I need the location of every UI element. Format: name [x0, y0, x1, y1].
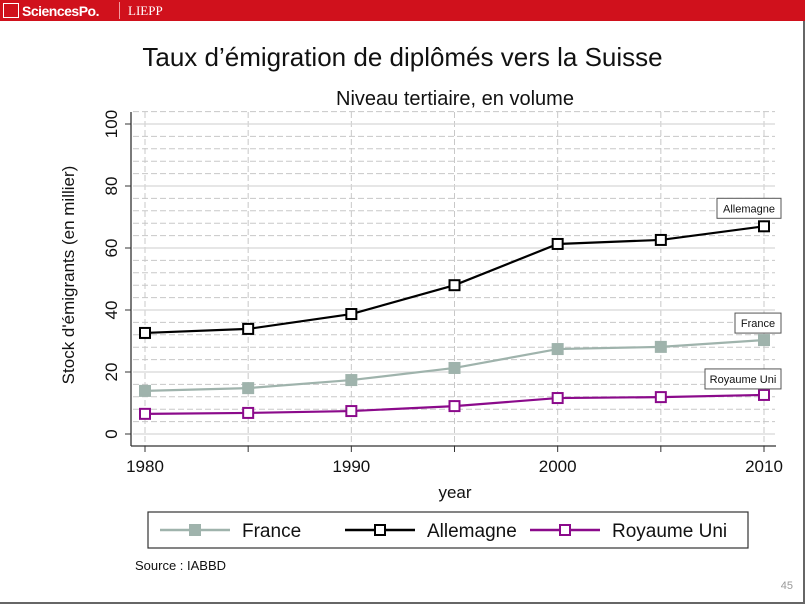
legend-marker: [189, 524, 201, 536]
brand-name: SciencesPo.: [22, 2, 100, 19]
data-point: [551, 237, 564, 250]
y-axis-label: Stock d'émigrants (en millier): [59, 166, 78, 385]
y-tick-label: 0: [102, 429, 121, 438]
data-point: [654, 340, 667, 353]
legend-item: Allemagne: [345, 521, 517, 542]
x-tick-label: 1980: [126, 457, 164, 476]
data-point: [758, 220, 770, 233]
slide-border-bottom: [0, 602, 805, 604]
data-point: [448, 400, 461, 413]
data-point: [139, 407, 151, 420]
end-label-box: [704, 368, 782, 390]
header-bar: SciencesPo. LIEPP: [0, 0, 805, 21]
legend-marker: [559, 524, 571, 536]
data-point: [551, 392, 564, 405]
y-tick-label: 20: [102, 363, 121, 382]
data-point: [654, 233, 667, 246]
data-point: [242, 406, 255, 419]
legend-item: France: [160, 521, 301, 542]
header-divider: [119, 2, 120, 19]
x-tick-label: 2010: [745, 457, 783, 476]
end-label-box: [734, 312, 782, 334]
logo-mark-icon: [3, 3, 19, 18]
data-point: [654, 391, 667, 404]
x-axis-label: year: [438, 483, 471, 502]
sciencespo-logo: SciencesPo.: [3, 2, 100, 19]
slide-border-right: [803, 21, 805, 604]
series-royaume-uni: Royaume Uni: [139, 368, 782, 420]
x-tick-label: 2000: [539, 457, 577, 476]
data-point: [242, 382, 255, 395]
legend-label: Royaume Uni: [612, 521, 727, 542]
page-number: 45: [780, 580, 793, 592]
data-point: [758, 334, 770, 347]
end-label: Royaume Uni: [710, 374, 777, 386]
end-label: Allemagne: [723, 203, 775, 215]
slide-title: Taux d’émigration de diplômés vers la Su…: [142, 42, 663, 72]
legend-marker: [374, 524, 386, 536]
data-point: [345, 374, 358, 387]
data-point: [139, 384, 151, 397]
legend-label: Allemagne: [427, 521, 517, 542]
chart-subtitle: Niveau tertiaire, en volume: [336, 88, 574, 110]
series-france: France: [139, 312, 782, 397]
x-tick-label: 1990: [332, 457, 370, 476]
data-point: [448, 279, 461, 292]
data-point: [551, 343, 564, 356]
y-tick-label: 40: [102, 301, 121, 320]
data-point: [448, 361, 461, 374]
data-point: [242, 322, 255, 335]
legend-label: France: [242, 521, 301, 542]
y-tick-label: 80: [102, 177, 121, 196]
end-label: France: [741, 318, 775, 330]
data-point: [758, 388, 770, 401]
data-point: [345, 405, 358, 418]
legend-item: Royaume Uni: [530, 521, 727, 542]
data-point: [139, 326, 151, 339]
y-tick-label: 100: [102, 110, 121, 138]
end-label-box: [716, 197, 782, 219]
source-note: Source : IABBD: [135, 558, 227, 573]
legend-box: [147, 511, 749, 549]
legend: France Allemagne Royaume Uni: [147, 511, 749, 549]
y-tick-label: 60: [102, 239, 121, 258]
series-allemagne: Allemagne: [139, 197, 782, 339]
unit-name: LIEPP: [128, 3, 163, 18]
data-point: [345, 308, 358, 321]
